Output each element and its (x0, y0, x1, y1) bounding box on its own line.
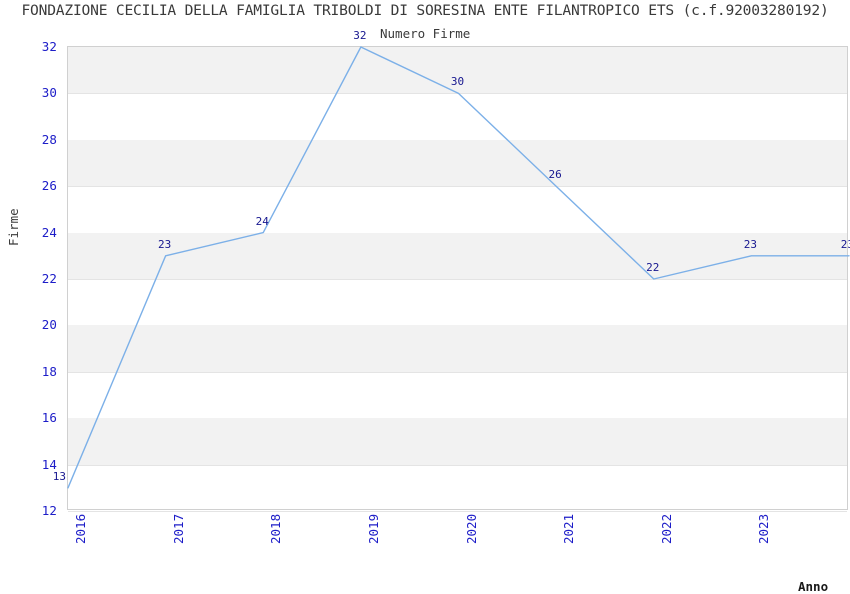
x-axis-tick-label: 2018 (268, 513, 284, 544)
y-axis-tick-label: 32 (41, 39, 57, 54)
x-axis-tick-label: 2017 (170, 513, 186, 544)
y-axis-title: Firme (6, 208, 21, 246)
data-point-label: 24 (255, 214, 269, 228)
y-axis-tick-label: 18 (41, 363, 57, 379)
x-axis-tick-label: 2020 (463, 513, 479, 544)
data-point-label: 26 (548, 168, 562, 182)
plot-area (67, 46, 850, 512)
background-band (68, 47, 847, 94)
data-point-label: 23 (158, 237, 172, 251)
x-axis-tick-label: 2016 (73, 513, 88, 544)
data-point-label: 30 (450, 75, 465, 89)
data-point-label: 32 (353, 29, 367, 42)
data-point-label: 23 (840, 237, 850, 251)
plot-background-bands (68, 47, 847, 512)
y-axis-tick-label: 20 (41, 317, 57, 333)
gridline (68, 93, 847, 95)
gridline (68, 464, 847, 466)
chart-subtitle: Numero Firme (380, 26, 471, 41)
data-point-label: 23 (743, 237, 758, 251)
y-axis-tick-label: 22 (41, 271, 57, 286)
background-band (68, 418, 847, 465)
y-axis-tick-label: 24 (41, 224, 57, 240)
background-band (68, 139, 847, 187)
y-axis-tick-label: 26 (41, 178, 57, 194)
gridline (68, 279, 847, 280)
line-series (67, 46, 850, 489)
page-title: FONDAZIONE CECILIA DELLA FAMIGLIA TRIBOL… (21, 2, 829, 19)
series-polyline (67, 46, 850, 489)
background-band (68, 232, 847, 279)
data-point-label: 22 (646, 261, 660, 274)
data-point-label: 13 (52, 469, 67, 483)
x-axis-tick-label: 2023 (756, 513, 772, 544)
gridline (68, 511, 847, 512)
gridline (68, 371, 847, 373)
y-axis-tick-label: 12 (41, 503, 57, 518)
y-axis-tick-label: 28 (41, 131, 57, 147)
x-axis-title: Anno (798, 579, 829, 594)
y-axis-tick-label: 16 (41, 410, 57, 426)
x-axis-tick-label: 2021 (561, 513, 577, 544)
x-axis-tick-label: 2022 (658, 513, 674, 544)
y-axis-tick-label: 14 (41, 456, 57, 472)
gridline (68, 186, 847, 188)
y-axis-tick-label: 30 (41, 85, 57, 101)
x-axis-tick-label: 2019 (365, 513, 381, 544)
background-band (68, 325, 847, 372)
